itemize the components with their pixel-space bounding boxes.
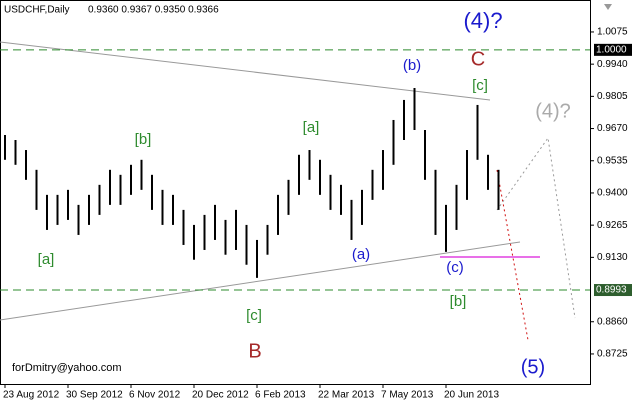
y-tick-label: 0.8860 bbox=[597, 316, 628, 327]
wave-label: (b) bbox=[403, 57, 421, 74]
price-label-box bbox=[594, 284, 632, 297]
drawings bbox=[0, 4, 612, 341]
x-tick-label: 22 Mar 2013 bbox=[318, 390, 375, 401]
y-tick-label: 0.9535 bbox=[597, 155, 628, 166]
x-tick-label: 20 Jun 2013 bbox=[444, 390, 499, 401]
y-tick-label: 0.9670 bbox=[597, 123, 628, 134]
scroll-marker bbox=[604, 4, 612, 10]
wave-label: [c] bbox=[472, 77, 488, 94]
y-tick-label: 0.9400 bbox=[597, 188, 628, 199]
y-tick-label: 0.9265 bbox=[597, 220, 628, 231]
trendline bbox=[0, 241, 521, 321]
wave-label: B bbox=[248, 340, 261, 362]
forecast-path bbox=[496, 169, 529, 341]
wave-label: [b] bbox=[450, 293, 467, 310]
y-tick-label: 0.8725 bbox=[597, 349, 628, 360]
x-tick-label: 7 May 2013 bbox=[381, 390, 434, 401]
symbol: USDCHF,Daily bbox=[4, 5, 70, 16]
wave-label: [a] bbox=[38, 251, 55, 268]
price-label: 1.0000 bbox=[596, 44, 627, 55]
wave-label: (c) bbox=[446, 259, 464, 276]
x-tick-label: 20 Dec 2012 bbox=[192, 390, 249, 401]
x-tick-label: 30 Sep 2012 bbox=[66, 390, 123, 401]
wave-label: [b] bbox=[135, 131, 152, 148]
quote: 0.9360 0.9367 0.9350 0.9366 bbox=[88, 5, 219, 16]
wave-label: (4)? bbox=[463, 8, 502, 33]
wave-label: [a] bbox=[303, 119, 320, 136]
x-tick-label: 6 Feb 2013 bbox=[255, 390, 306, 401]
wave-label: (5) bbox=[521, 356, 545, 378]
wave-label: C bbox=[471, 48, 485, 70]
plot-frame bbox=[0, 0, 591, 385]
signature: forDmitry@yahoo.com bbox=[12, 362, 122, 374]
price-label-box bbox=[594, 43, 632, 56]
wave-label: [c] bbox=[246, 307, 262, 324]
y-tick-label: 0.9805 bbox=[597, 91, 628, 102]
x-tick-label: 23 Aug 2012 bbox=[3, 390, 60, 401]
wave-label: (a) bbox=[352, 246, 370, 263]
wave-label: (4)? bbox=[535, 100, 571, 122]
y-tick-label: 0.9130 bbox=[597, 252, 628, 263]
price-label: 0.8993 bbox=[596, 285, 627, 296]
y-tick-label: 0.9940 bbox=[597, 59, 628, 70]
x-tick-label: 6 Nov 2012 bbox=[129, 390, 181, 401]
trendline bbox=[0, 41, 491, 101]
y-tick-label: 1.0075 bbox=[597, 27, 628, 38]
